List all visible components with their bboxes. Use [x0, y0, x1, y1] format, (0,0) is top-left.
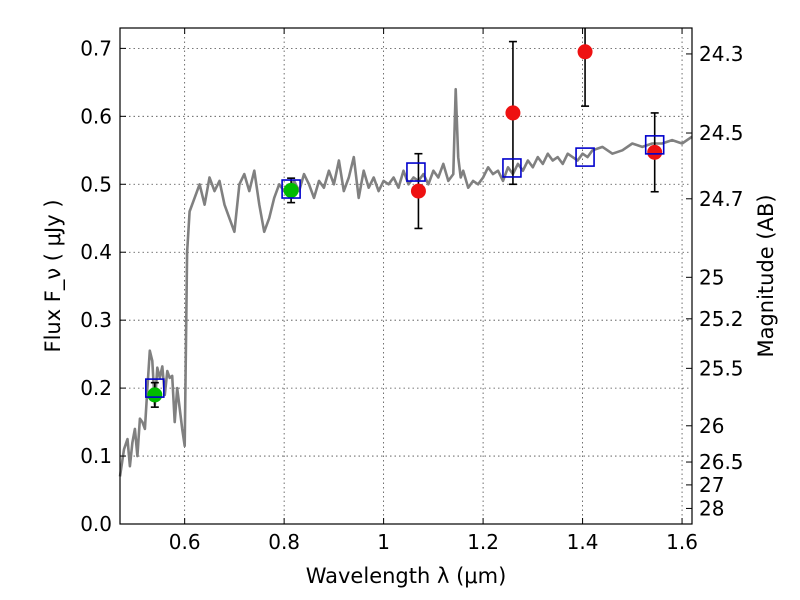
model-band-square — [145, 378, 165, 398]
mag-tick-label: 25 — [699, 265, 724, 289]
red-data-point — [505, 105, 521, 121]
red-data-point — [410, 183, 426, 199]
green-data-point — [147, 387, 163, 403]
model-band-square — [281, 179, 301, 199]
mag-tick-label: 26.5 — [699, 450, 744, 474]
mag-tick-label: 25.5 — [699, 356, 744, 380]
mag-tick-label: 24.5 — [699, 121, 744, 145]
mag-tick-label: 26 — [699, 414, 724, 438]
model-band-square — [406, 162, 426, 182]
y-tick-label: 0.5 — [80, 172, 112, 196]
axis-ticks: 0.6 0.8 1 1.2 1.4 1.6 0.0 0.1 0.2 0.3 0.4 0.5 0.6 0.7… — [80, 28, 744, 554]
x-tick-label: 0.6 — [169, 530, 201, 554]
y-tick-label: 0.0 — [80, 512, 112, 536]
y-tick-label: 0.6 — [80, 104, 112, 128]
model-band-square — [502, 158, 522, 178]
y-tick-label: 0.4 — [80, 240, 112, 264]
y-axis-right-label: Magnitude (AB) — [754, 194, 778, 357]
y-axis-label: Flux F_ν ( μJy ) — [41, 199, 66, 352]
x-axis-label: Wavelength λ (μm) — [306, 564, 507, 588]
model-spectrum-line — [118, 87, 693, 477]
x-tick-label: 1.6 — [666, 530, 698, 554]
y-tick-label: 0.3 — [80, 308, 112, 332]
mag-tick-label: 28 — [699, 496, 724, 520]
y-tick-label: 0.1 — [80, 444, 112, 468]
plot-frame — [119, 27, 693, 525]
marker-layer — [145, 44, 665, 403]
red-data-point — [647, 144, 663, 160]
mag-tick-label: 24.7 — [699, 187, 744, 211]
x-tick-label: 1.2 — [467, 530, 499, 554]
mag-tick-label: 24.3 — [699, 42, 744, 66]
mag-tick-label: 25.2 — [699, 307, 744, 331]
red-data-point — [577, 44, 593, 60]
model-band-square — [644, 135, 665, 155]
y-tick-label: 0.2 — [80, 376, 112, 400]
model-band-square — [575, 147, 595, 167]
x-tick-label: 0.8 — [268, 530, 300, 554]
x-tick-label: 1 — [377, 530, 390, 554]
model-spectrum-layer — [118, 87, 693, 477]
mag-tick-label: 27 — [699, 473, 724, 497]
green-data-point — [283, 182, 299, 198]
x-tick-label: 1.4 — [567, 530, 599, 554]
y-tick-label: 0.7 — [80, 36, 112, 60]
grid-lines — [120, 28, 692, 525]
